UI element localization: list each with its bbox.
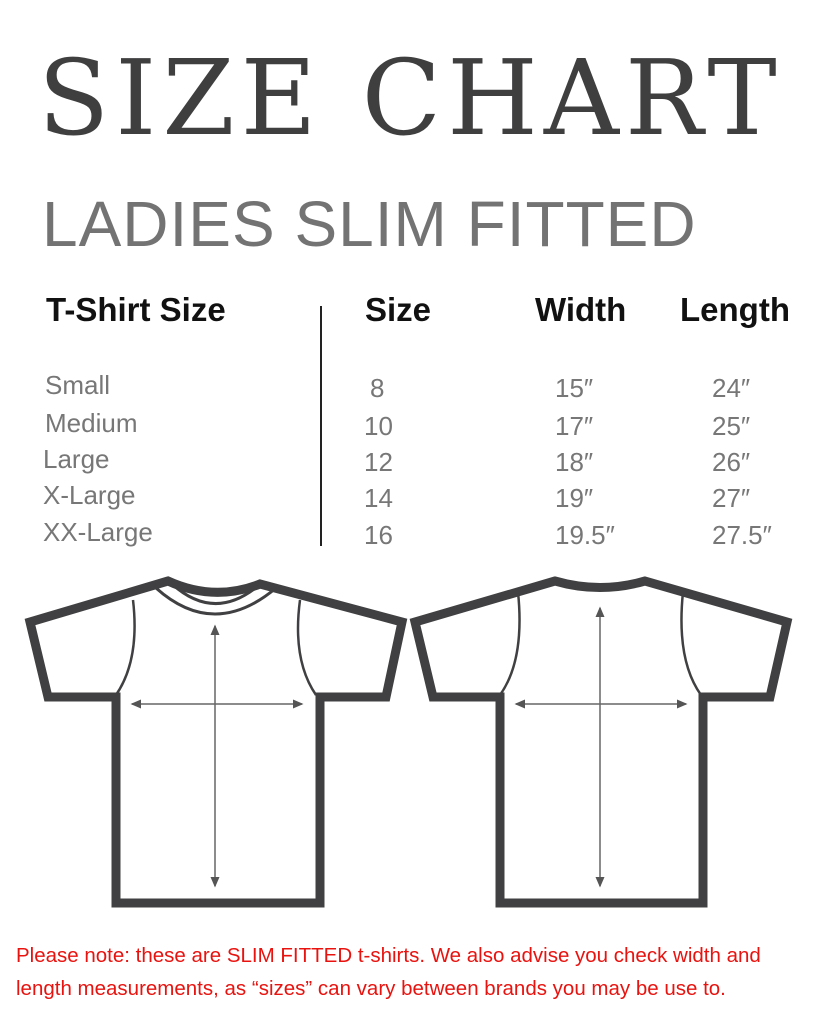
cell-width: 17″ <box>555 411 594 441</box>
cell-tshirt-size: X-Large <box>43 480 136 510</box>
cell-tshirt-size: Small <box>45 370 111 400</box>
cell-size: 8 <box>370 373 385 403</box>
header-tshirt-size: T-Shirt Size <box>46 291 226 328</box>
note-line-2: length measurements, as “sizes” can vary… <box>16 977 726 1000</box>
header-length: Length <box>680 291 790 328</box>
back-tshirt <box>409 576 793 908</box>
page-title: SIZE CHART <box>38 37 783 159</box>
cell-length: 25″ <box>712 411 751 441</box>
cell-width: 19″ <box>555 483 594 513</box>
cell-width: 15″ <box>555 373 594 403</box>
cell-size: 14 <box>364 483 393 513</box>
front-tshirt <box>24 576 408 908</box>
cell-width: 19.5″ <box>555 520 615 550</box>
header-width: Width <box>535 291 627 328</box>
cell-size: 10 <box>364 411 393 441</box>
cell-length: 26″ <box>712 447 751 477</box>
cell-length: 27″ <box>712 483 751 513</box>
cell-width: 18″ <box>555 447 594 477</box>
tshirt-diagrams <box>24 576 793 908</box>
cell-size: 12 <box>364 447 393 477</box>
header-size: Size <box>365 291 432 328</box>
page-subtitle: LADIES SLIM FITTED <box>42 188 697 260</box>
cell-size: 16 <box>364 520 393 550</box>
column-divider <box>320 306 322 546</box>
cell-tshirt-size: XX-Large <box>43 517 153 547</box>
cell-tshirt-size: Large <box>43 444 110 474</box>
cell-length: 24″ <box>712 373 751 403</box>
cell-tshirt-size: Medium <box>45 408 138 438</box>
cell-length: 27.5″ <box>712 520 772 550</box>
note-line-1: Please note: these are SLIM FITTED t-shi… <box>16 944 761 967</box>
